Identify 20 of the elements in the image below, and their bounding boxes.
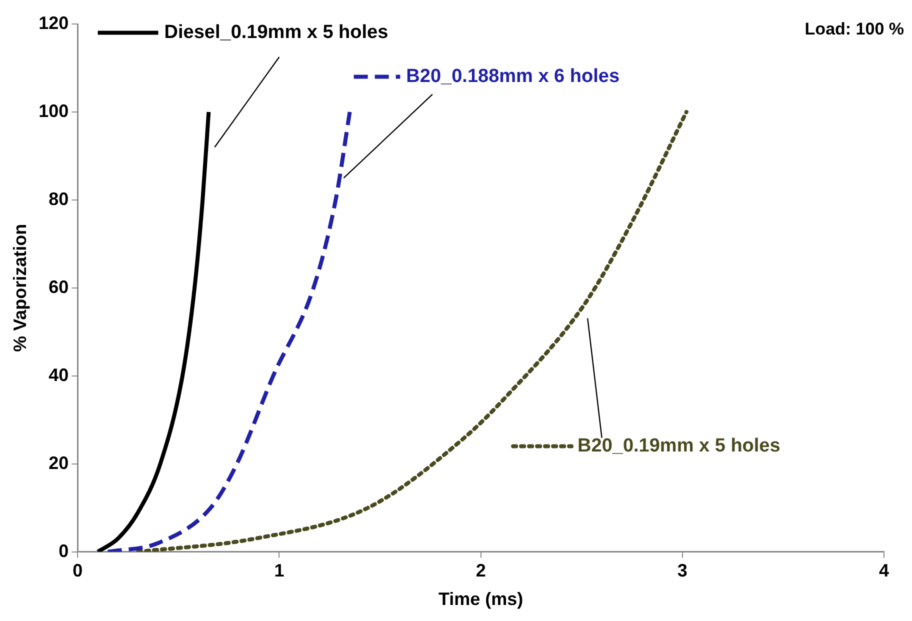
x-tick-label: 1 <box>274 560 284 581</box>
line-series <box>106 110 352 552</box>
y-axis-title: % Vaporization <box>10 224 30 352</box>
y-tick-label: 40 <box>48 364 69 385</box>
x-tick-label: 3 <box>677 560 688 581</box>
y-tick-label: 0 <box>58 540 69 561</box>
legend-label: Diesel_0.19mm x 5 holes <box>164 22 388 44</box>
x-tick-label: 4 <box>878 560 890 581</box>
y-tick-label: 80 <box>48 188 69 209</box>
legend-label: B20_0.188mm x 6 holes <box>406 66 620 88</box>
x-tick-label: 2 <box>476 560 486 581</box>
line-series <box>96 110 211 552</box>
x-tick-label: 0 <box>72 560 83 581</box>
x-axis-title: Time (ms) <box>438 589 524 610</box>
y-tick-label: 120 <box>38 12 69 33</box>
y-tick-label: 100 <box>38 100 69 121</box>
legend-label: B20_0.19mm x 5 holes <box>578 435 780 456</box>
y-tick-label: 20 <box>48 452 69 473</box>
y-tick-label: 60 <box>48 276 69 297</box>
annotation: Load: 100 % <box>804 20 904 39</box>
